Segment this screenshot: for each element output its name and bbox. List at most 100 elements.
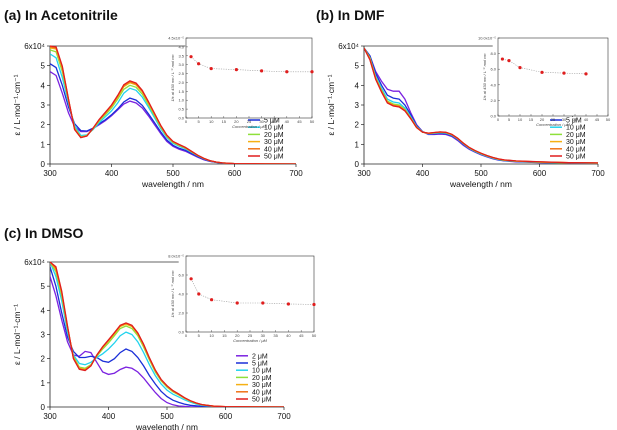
inset-x-tick-label: 45	[297, 119, 302, 124]
inset-data-point	[189, 277, 193, 281]
inset-data-point	[540, 70, 544, 74]
legend-label: 40 μM	[264, 146, 284, 153]
series-line	[50, 261, 284, 407]
legend-label: 10 μM	[264, 125, 284, 132]
legend-label: 50 μM	[252, 397, 272, 404]
x-tick-label: 300	[43, 412, 57, 421]
inset-frame	[497, 37, 609, 117]
inset-data-point	[507, 59, 511, 63]
inset-x-axis-label: Concentration / μM	[232, 124, 266, 129]
y-tick-label: 4	[355, 81, 360, 90]
series-line	[50, 261, 284, 407]
chart-title: (a) In Acetonitrile	[4, 7, 118, 23]
x-axis-label: wavelength / nm	[141, 179, 204, 189]
series-line	[50, 266, 284, 407]
inset-x-tick-label: 0	[185, 119, 188, 124]
legend-label: 50 μM	[566, 154, 586, 161]
inset-x-tick-label: 45	[595, 117, 600, 122]
inset-x-tick-label: 30	[261, 333, 266, 338]
y-tick-label: 2	[355, 121, 360, 130]
x-tick-label: 300	[357, 169, 371, 178]
y-tick-label: 1	[41, 379, 46, 388]
inset-plot: 0 5 10 15 20 25 30 35 40 45 50 0.0 2.0 4.0 6.0 8.0x10⁻⁵…	[168, 254, 317, 344]
inset-data-point	[260, 69, 264, 73]
inset-y-tick-label: 4.0	[178, 44, 184, 49]
inset-data-point	[210, 298, 214, 302]
inset-y-tick-label: 8.0x10⁻⁵	[168, 254, 184, 259]
x-tick-label: 500	[474, 169, 488, 178]
legend-label: 30 μM	[566, 139, 586, 146]
x-tick-label: 700	[289, 169, 303, 178]
y-tick-label: 0	[355, 160, 360, 169]
y-tick-label: 3	[41, 331, 46, 340]
inset-frame	[185, 255, 315, 333]
inset-data-point	[500, 57, 504, 61]
y-tick-label: 6x10⁴	[24, 42, 45, 51]
inset-plot: 0 5 10 15 20 25 30 35 40 45 50 0.0 0.5 1.0 1.5 2.0 2.5 3.…	[168, 36, 315, 130]
x-axis-label: wavelength / nm	[135, 422, 198, 430]
inset-data-point	[285, 70, 289, 74]
y-tick-label: 1	[355, 140, 360, 149]
y-tick-label: 5	[355, 62, 360, 71]
legend-label: 5 μM	[566, 118, 582, 125]
inset-y-tick-label: 2.0	[490, 98, 496, 103]
inset-x-tick-label: 50	[310, 119, 315, 124]
inset-data-point	[234, 68, 238, 72]
inset-data-point	[189, 55, 193, 59]
inset-y-tick-label: 8.0	[490, 51, 496, 56]
inset-frame	[185, 37, 313, 119]
legend-label: 5 μM	[252, 361, 268, 368]
inset-y-tick-label: 2.5	[178, 71, 184, 76]
inset-x-tick-label: 40	[285, 119, 290, 124]
x-tick-label: 500	[166, 169, 180, 178]
x-tick-label: 400	[102, 412, 116, 421]
legend-label: 5 μM	[264, 118, 280, 125]
inset-x-tick-label: 20	[234, 119, 239, 124]
inset-x-axis-label: Concentration / μM	[233, 338, 267, 343]
legend-label: 40 μM	[566, 146, 586, 153]
inset-x-tick-label: 25	[247, 119, 252, 124]
series-line	[364, 47, 598, 164]
inset-data-point	[209, 66, 213, 71]
inset-data-point	[235, 301, 239, 305]
y-axis-label: ε / L·mol⁻¹·cm⁻¹	[12, 304, 22, 365]
y-tick-label: 6x10⁴	[24, 258, 45, 267]
inset-x-axis-label: Concentration / μM	[536, 122, 570, 127]
legend-label: 50 μM	[264, 154, 284, 161]
inset-y-tick-label: 4.0	[178, 292, 184, 297]
x-tick-label: 700	[591, 169, 605, 178]
inset-x-tick-label: 40	[286, 333, 291, 338]
inset-x-tick-label: 20	[235, 333, 240, 338]
legend-label: 30 μM	[252, 382, 272, 389]
x-tick-label: 500	[160, 412, 174, 421]
inset-data-point	[518, 66, 522, 70]
inset-y-tick-label: 3.0	[178, 62, 184, 67]
inset-data-point	[286, 302, 290, 306]
inset-y-tick-label: 4.0	[490, 82, 496, 87]
inset-data-point	[197, 62, 201, 66]
inset-x-tick-label: 10	[209, 333, 214, 338]
y-tick-label: 4	[41, 306, 46, 315]
series-line	[50, 276, 284, 407]
y-tick-label: 5	[41, 62, 46, 71]
series-line	[50, 45, 296, 164]
inset-y-tick-label: 3.5	[178, 53, 184, 58]
inset-x-tick-label: 30	[562, 117, 567, 122]
inset-y-tick-label: 1.5	[178, 89, 184, 94]
legend-label: 20 μM	[264, 132, 284, 139]
inset-y-tick-label: 2.0	[178, 311, 184, 316]
inset-y-tick-label: 4.5x10⁻⁵	[168, 36, 184, 41]
inset-plot: 0 5 10 15 20 25 30 35 40 45 50 0.0 2.0 4.0 6.0 8.0 10.0x…	[478, 36, 611, 128]
y-tick-label: 0	[41, 160, 46, 169]
inset-y-tick-label: 10.0x10⁻⁵	[478, 36, 496, 41]
inset-x-tick-label: 25	[248, 333, 253, 338]
y-tick-label: 1	[41, 140, 46, 149]
legend-label: 40 μM	[252, 389, 272, 396]
y-tick-label: 2	[41, 355, 46, 364]
inset-x-tick-label: 0	[497, 117, 500, 122]
inset-data-point	[261, 301, 265, 305]
inset-x-tick-label: 5	[197, 119, 200, 124]
inset-x-tick-label: 30	[259, 119, 264, 124]
